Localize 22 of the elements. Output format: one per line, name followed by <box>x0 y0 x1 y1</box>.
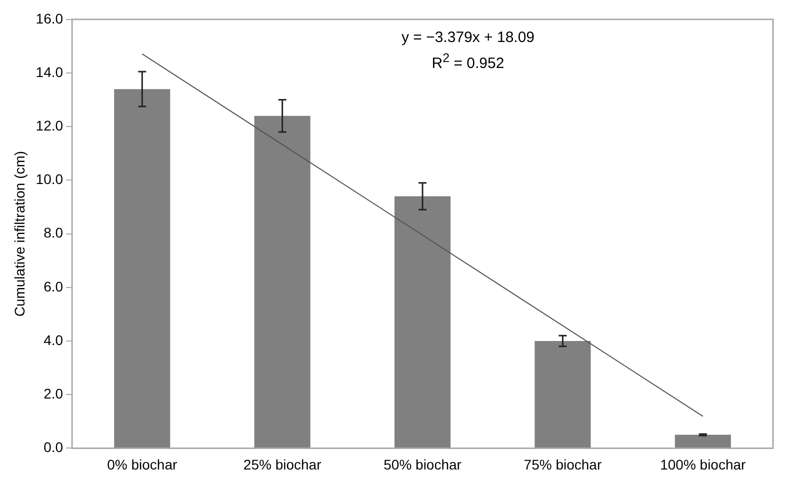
bar <box>674 434 731 448</box>
x-tick-label: 50% biochar <box>384 456 462 472</box>
x-tick-label: 25% biochar <box>243 456 322 472</box>
y-tick-label: 12.0 <box>36 117 64 134</box>
y-tick-label: 2.0 <box>44 385 64 402</box>
annotation: y = −3.379x + 18.09 <box>400 28 536 48</box>
y-tick-label: 14.0 <box>36 64 64 80</box>
bar <box>394 196 451 448</box>
bar <box>254 116 310 448</box>
bar <box>114 89 170 448</box>
x-tick-label: 0% biochar <box>107 456 178 472</box>
x-tick-label: 100% biochar <box>660 456 746 472</box>
y-tick-label: 4.0 <box>44 332 64 348</box>
y-tick-label: 10.0 <box>36 171 64 188</box>
bar <box>534 341 591 448</box>
y-tick-label: 16.0 <box>36 10 64 26</box>
x-tick-label: 75% biochar <box>524 456 602 472</box>
annotation: R$^{2}$ = 0.952 <box>430 50 506 74</box>
y-tick-label: 0.0 <box>44 439 64 456</box>
y-tick-label: 8.0 <box>44 224 64 241</box>
y-tick-label: 6.0 <box>44 278 64 294</box>
y-axis-title: Cumulative infiltration (cm) <box>11 150 28 317</box>
